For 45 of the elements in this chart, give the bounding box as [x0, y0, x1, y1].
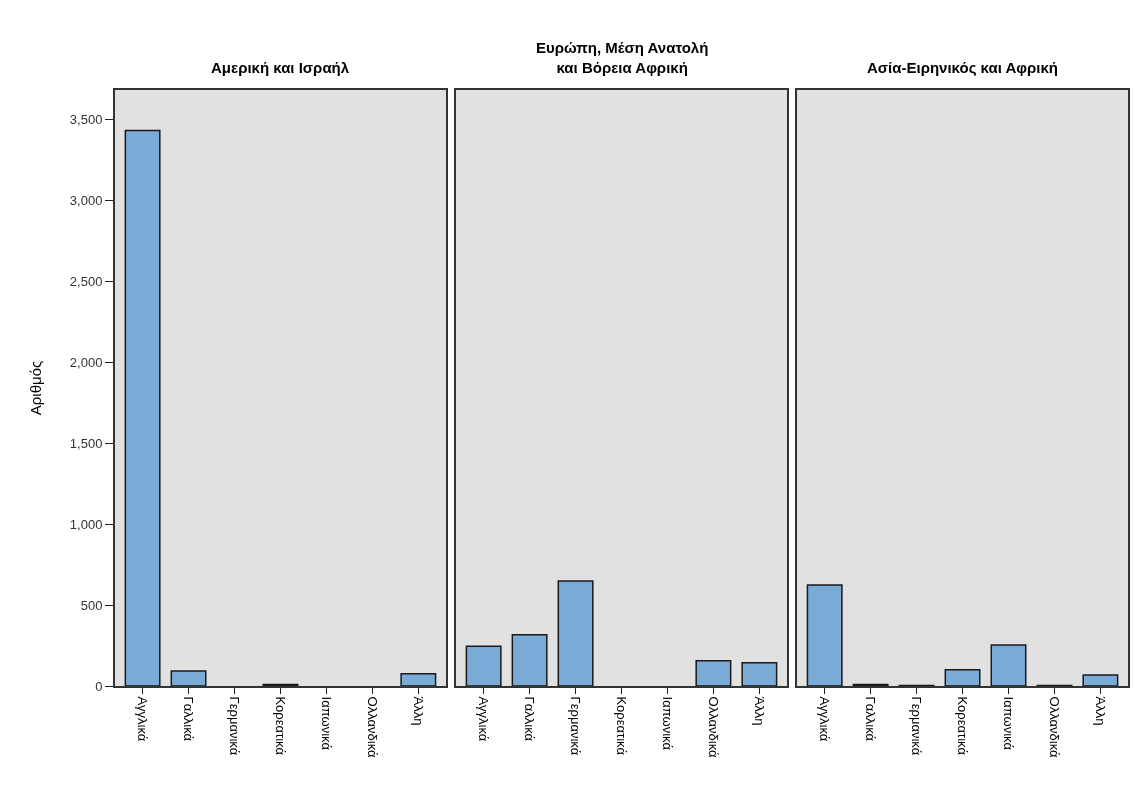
bar [124, 129, 161, 686]
x-tick-label: Ιαπωνικά [660, 696, 676, 751]
bar [170, 670, 207, 686]
x-tick-label: Αγγλικά [476, 696, 492, 742]
bar [741, 661, 778, 686]
y-tick-label: 2,000 [69, 354, 103, 370]
x-tick-label: Γαλλικά [181, 696, 197, 742]
x-tick-label: Ιαπωνικά [1001, 696, 1017, 751]
x-tick-label: Γερμανικά [227, 696, 243, 756]
bar [695, 659, 732, 686]
x-tick-label: Ιαπωνικά [319, 696, 335, 751]
chart-title: Ασία-Ειρηνικός και Αφρική [867, 59, 1059, 76]
chart-title: Ευρώπη, Μέση Ανατολή και Βόρεια Αφρική [536, 39, 709, 76]
bar [1082, 674, 1119, 686]
bar [400, 672, 437, 686]
x-tick-label: Κορεατικά [614, 696, 630, 756]
x-tick-label: Γαλλικά [522, 696, 538, 742]
y-tick-label: 0 [95, 678, 103, 694]
y-tick-label: 2,500 [69, 273, 103, 289]
x-tick-label: Γαλλικά [863, 696, 879, 742]
bar [557, 580, 594, 686]
y-axis-title: Αριθμός [26, 360, 44, 416]
y-tick-label: 1,000 [69, 516, 103, 532]
x-tick-label: Γερμανικά [909, 696, 925, 756]
bar [511, 633, 548, 686]
x-tick-label: Γερμανικά [568, 696, 584, 756]
x-tick-label: Ολλανδικά [1047, 696, 1063, 758]
bar [944, 668, 981, 686]
x-tick-label: Άλλη [411, 696, 427, 726]
bar [465, 645, 502, 686]
x-tick-label: Ολλανδικά [706, 696, 722, 758]
x-tick-label: Κορεατικά [955, 696, 971, 756]
x-tick-label: Αγγλικά [817, 696, 833, 742]
bar [806, 584, 843, 686]
x-tick-label: Άλλη [1093, 696, 1109, 726]
y-tick-label: 1,500 [69, 435, 103, 451]
x-tick-label: Ολλανδικά [365, 696, 381, 758]
x-tick-label: Αγγλικά [135, 696, 151, 742]
bar [990, 644, 1027, 686]
x-tick-label: Κορεατικά [273, 696, 289, 756]
y-tick-label: 500 [80, 597, 103, 613]
x-tick-label: Άλλη [752, 696, 768, 726]
y-tick-label: 3,000 [69, 192, 103, 208]
y-tick-label: 3,500 [69, 111, 103, 127]
chart-title: Αμερική και Ισραήλ [211, 59, 350, 76]
